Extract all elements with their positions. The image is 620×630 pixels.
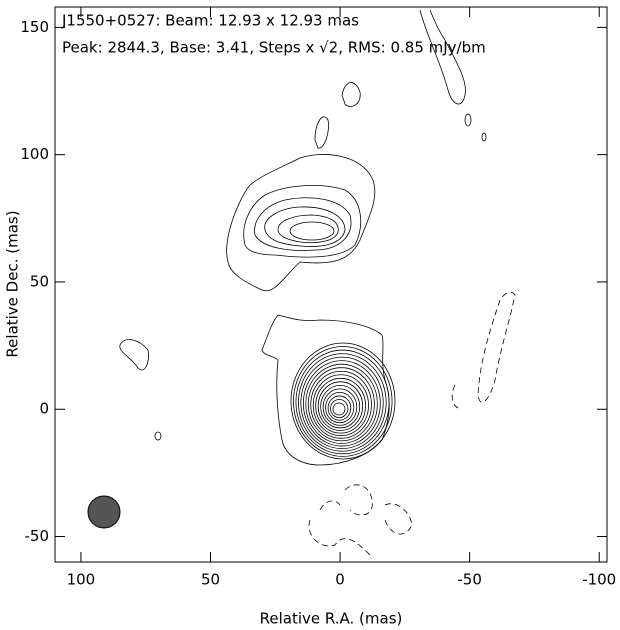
- x-tick-label: 0: [335, 571, 345, 589]
- x-tick-label: -100: [582, 571, 616, 589]
- y-tick-label: -50: [25, 527, 50, 545]
- core-contours: [290, 342, 396, 460]
- core-contour: [317, 381, 364, 431]
- x-tick-label: 100: [67, 571, 96, 589]
- core-contour: [312, 374, 369, 437]
- beam: [87, 495, 121, 529]
- core-contour: [295, 349, 390, 455]
- core-contour: [293, 346, 393, 457]
- contours: [119, 9, 516, 556]
- core-contour: [320, 384, 361, 429]
- x-tick-label: -50: [457, 571, 482, 589]
- x-axis-label: Relative R.A. (mas): [260, 610, 403, 628]
- y-tick-label: 150: [20, 18, 49, 36]
- plot-frame: [54, 6, 608, 563]
- core-contour: [302, 360, 381, 447]
- core-contour: [332, 402, 346, 416]
- core-contour: [325, 392, 355, 424]
- chart-title: J1550+0527: Beam: 12.93 x 12.93 mas: [61, 12, 359, 30]
- core-contour: [322, 388, 358, 426]
- core-contour: [330, 399, 349, 418]
- core-contour: [298, 353, 387, 452]
- y-tick-label: 100: [20, 145, 49, 163]
- core-contour: [307, 367, 375, 442]
- y-axis-label: Relative Dec. (mas): [4, 210, 22, 357]
- core-contour: [300, 356, 384, 450]
- core-contour: [310, 370, 372, 439]
- x-tick-label: 50: [201, 571, 220, 589]
- chart-subtitle: Peak: 2844.3, Base: 3.41, Steps x √2, RM…: [62, 39, 486, 57]
- core-contour: [290, 342, 396, 460]
- core-contour: [315, 377, 366, 434]
- core-contour: [327, 395, 352, 421]
- y-tick-label: 50: [30, 272, 49, 290]
- y-tick-label: 0: [39, 400, 49, 418]
- core-contour: [305, 363, 378, 444]
